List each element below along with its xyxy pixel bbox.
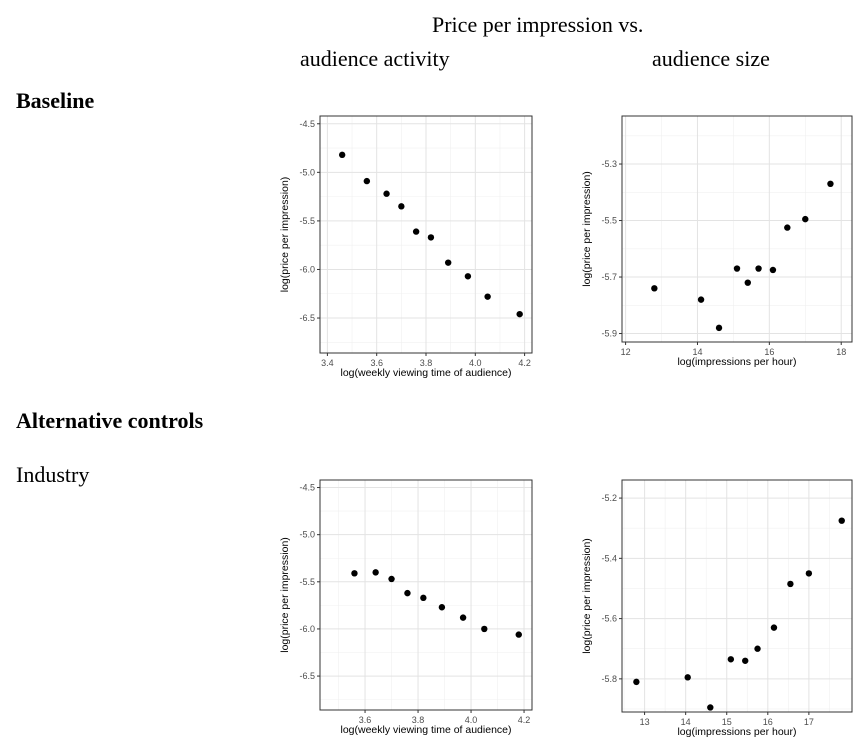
- data-point: [515, 631, 522, 638]
- x-tick-label: 4.2: [518, 715, 531, 725]
- y-tick-label: -6.5: [299, 671, 315, 681]
- x-tick-label: 15: [722, 717, 732, 727]
- data-point: [404, 589, 411, 597]
- x-tick-label: 16: [764, 347, 774, 357]
- x-tick-label: 3.4: [321, 358, 334, 368]
- x-tick-label: 16: [763, 717, 773, 727]
- x-tick-label: 3.8: [420, 358, 433, 368]
- x-tick-label: 4.2: [518, 358, 531, 368]
- y-axis-label: log(price per impression): [581, 171, 593, 287]
- data-point: [697, 296, 705, 303]
- data-point: [388, 575, 395, 583]
- chart-baseline-audience-size: 12 14 16 18 -5.9 -5.7 -5.5 -5.3 log(impressions …: [581, 115, 853, 368]
- data-point: [444, 259, 452, 266]
- y-tick-label: -5.8: [601, 674, 617, 684]
- x-tick-label: 12: [621, 347, 631, 357]
- x-tick-label: 14: [692, 347, 702, 357]
- y-tick-label: -5.0: [299, 167, 315, 177]
- y-tick-label: -6.5: [299, 313, 315, 323]
- y-tick-label: -6.0: [299, 624, 315, 634]
- y-tick-label: -5.5: [601, 216, 617, 226]
- row-label-industry: Industry: [16, 462, 90, 487]
- x-axis-label: log(weekly viewing time of audience): [341, 367, 512, 379]
- data-point: [484, 293, 491, 300]
- y-axis-label: log(price per impression): [581, 538, 593, 654]
- data-point: [742, 657, 749, 664]
- y-tick-label: -5.2: [601, 493, 617, 503]
- data-point: [733, 265, 741, 272]
- data-point: [827, 180, 834, 187]
- figure-title: Price per impression vs.: [432, 12, 644, 37]
- y-tick-label: -5.5: [299, 216, 315, 226]
- data-point: [438, 604, 446, 611]
- data-point: [684, 674, 691, 681]
- y-tick-label: -4.5: [299, 483, 315, 493]
- y-tick-label: -5.3: [601, 159, 617, 169]
- x-tick-label: 3.6: [370, 358, 383, 368]
- data-point: [398, 203, 405, 210]
- data-point: [838, 517, 845, 524]
- data-point: [802, 215, 809, 223]
- chart-baseline-audience-activity: 3.4 3.6 3.8 4.0 4.2 -6.5 -6.0 -5.5 -5.0 -4.5 log(w…: [279, 115, 533, 379]
- plot-border: [319, 479, 533, 711]
- data-point: [784, 224, 791, 231]
- x-tick-label: 17: [804, 717, 814, 727]
- chart-industry-audience-size: 13 14 15 16 17 -5.8 -5.6 -5.4 -5.2 log(impression…: [581, 479, 853, 738]
- data-point: [338, 151, 346, 159]
- data-point: [651, 285, 658, 292]
- column-header-activity: audience activity: [300, 46, 450, 71]
- data-point: [805, 570, 813, 577]
- x-axis-label: log(impressions per hour): [677, 726, 796, 738]
- data-point: [770, 624, 778, 631]
- y-tick-label: -5.7: [601, 272, 617, 282]
- x-tick-label: 14: [681, 717, 691, 727]
- x-tick-label: 13: [640, 717, 650, 727]
- column-header-size: audience size: [652, 46, 770, 71]
- y-axis-label: log(price per impression): [279, 177, 291, 293]
- y-tick-label: -6.0: [299, 264, 315, 274]
- chart-industry-audience-activity: 3.6 3.8 4.0 4.2 -6.5 -6.0 -5.5 -5.0 -4.5 log(week…: [279, 479, 533, 736]
- data-point: [372, 569, 379, 576]
- y-axis-label: log(price per impression): [279, 537, 291, 653]
- data-point: [769, 266, 777, 274]
- data-point: [516, 310, 523, 318]
- data-point: [755, 265, 762, 272]
- y-tick-label: -5.9: [601, 329, 617, 339]
- data-point: [363, 177, 371, 185]
- section-label-baseline: Baseline: [16, 88, 95, 113]
- data-point: [754, 645, 761, 652]
- x-tick-label: 3.6: [359, 715, 372, 725]
- section-label-alternative-controls: Alternative controls: [16, 408, 204, 433]
- data-point: [633, 678, 640, 686]
- x-tick-label: 4.0: [465, 715, 478, 725]
- data-point: [351, 570, 358, 577]
- data-point: [787, 580, 794, 588]
- plot-border: [621, 115, 853, 343]
- x-axis-label: log(impressions per hour): [677, 356, 796, 368]
- x-tick-label: 3.8: [412, 715, 425, 725]
- y-tick-label: -4.5: [299, 119, 315, 129]
- data-point: [715, 324, 723, 332]
- x-axis-label: log(weekly viewing time of audience): [341, 724, 512, 736]
- data-point: [427, 234, 435, 241]
- y-tick-label: -5.0: [299, 530, 315, 540]
- data-point: [481, 625, 488, 633]
- x-tick-label: 4.0: [469, 358, 482, 368]
- y-tick-label: -5.4: [601, 553, 617, 563]
- y-tick-label: -5.5: [299, 577, 315, 587]
- x-tick-label: 18: [836, 347, 846, 357]
- data-point: [459, 614, 467, 621]
- data-point: [420, 594, 427, 602]
- data-point: [707, 704, 714, 711]
- data-point: [412, 228, 420, 235]
- y-tick-label: -5.6: [601, 614, 617, 624]
- data-point: [744, 279, 751, 286]
- data-point: [383, 190, 390, 197]
- data-point: [727, 656, 735, 663]
- plot-border: [621, 479, 853, 713]
- data-point: [464, 273, 472, 280]
